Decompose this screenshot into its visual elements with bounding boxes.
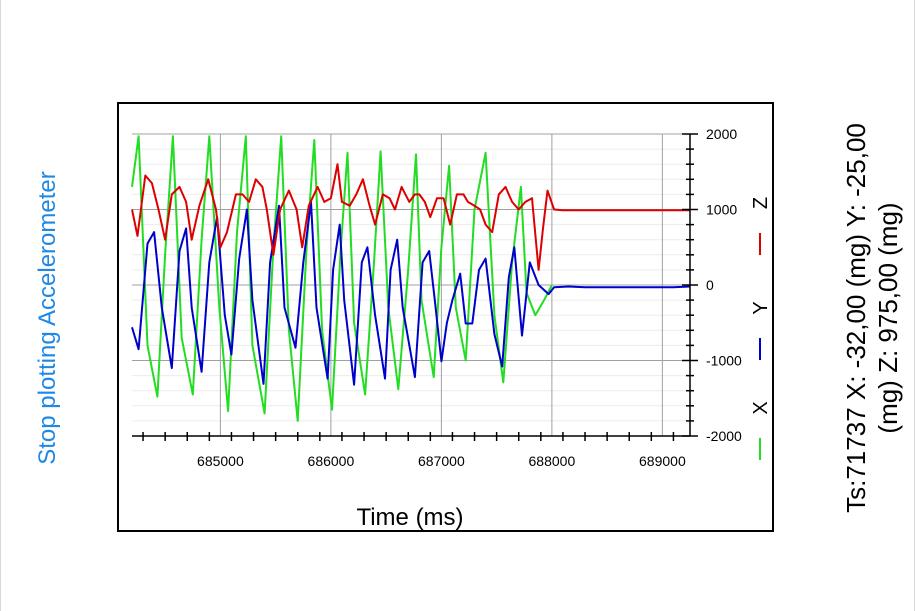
- legend: X Y Z: [750, 197, 772, 460]
- y-tick-label: 2000: [706, 126, 737, 142]
- y-tick-label: -1000: [706, 353, 742, 369]
- y-tick-label: 0: [706, 277, 714, 293]
- series-line-y: [131, 200, 691, 386]
- series-line-z: [131, 163, 690, 271]
- series-line-x: [131, 135, 553, 422]
- x-tick-label: 687000: [418, 453, 465, 469]
- y-tick-label: -2000: [706, 428, 742, 444]
- series-lines: [131, 135, 691, 422]
- legend-label-y: Y: [750, 301, 772, 314]
- x-tick-label: 686000: [308, 453, 355, 469]
- x-tick-label: 685000: [197, 453, 244, 469]
- left-frame-border: [0, 0, 1, 611]
- axes: 685000 686000 687000 688000 689000 2000 1000 0 -…: [132, 126, 742, 469]
- x-axis-label: Time (ms): [356, 504, 463, 531]
- chart-frame: [117, 102, 774, 532]
- grid: [132, 133, 690, 437]
- y-tick-label: 1000: [706, 202, 737, 218]
- legend-label-z: Z: [750, 197, 772, 209]
- legend-label-x: X: [750, 401, 772, 414]
- x-tick-label: 688000: [529, 453, 576, 469]
- x-tick-label: 689000: [639, 453, 686, 469]
